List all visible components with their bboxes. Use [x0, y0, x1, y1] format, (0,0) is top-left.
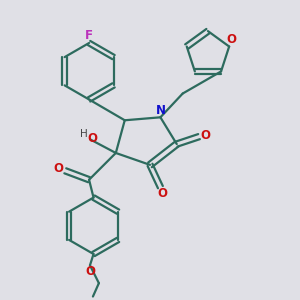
- Text: O: O: [54, 162, 64, 175]
- Text: N: N: [156, 104, 166, 117]
- Text: O: O: [200, 129, 210, 142]
- Text: O: O: [226, 34, 236, 46]
- Text: H: H: [80, 129, 88, 139]
- Text: O: O: [85, 265, 95, 278]
- Text: O: O: [87, 132, 97, 145]
- Text: O: O: [157, 187, 167, 200]
- Text: F: F: [85, 29, 93, 42]
